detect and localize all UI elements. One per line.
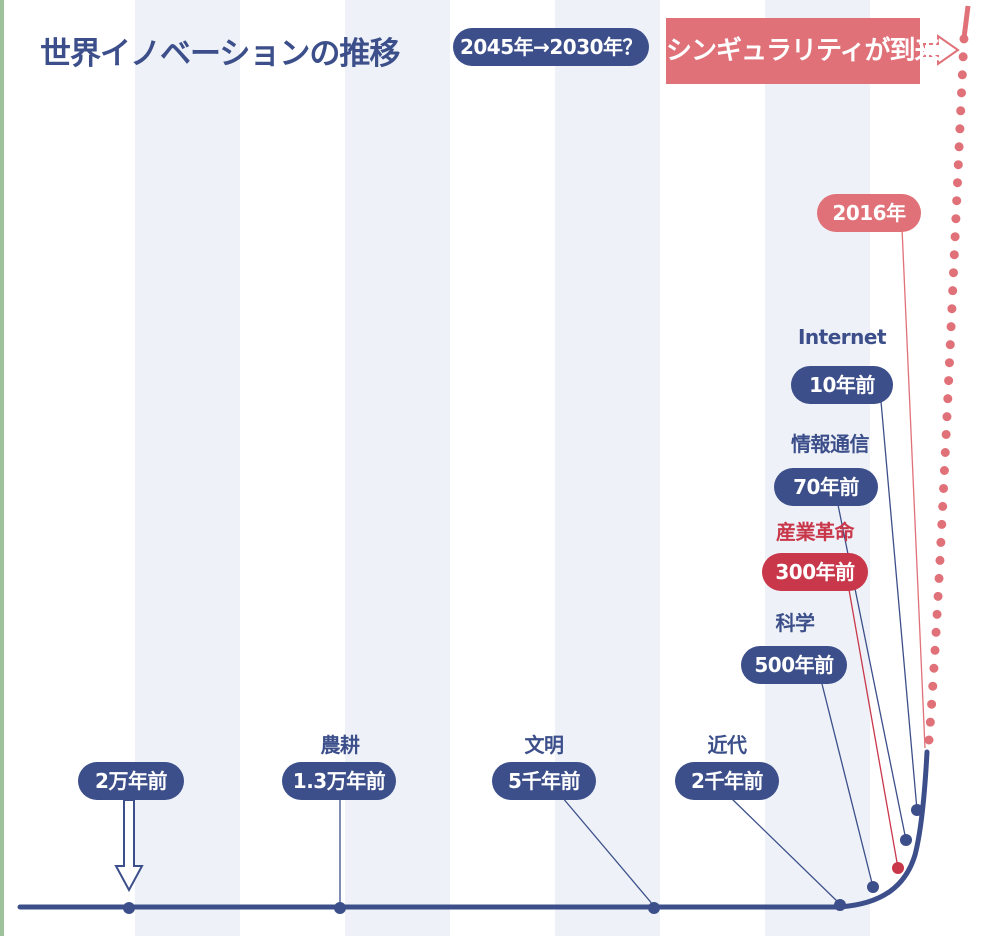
curve-dot <box>867 881 879 893</box>
connector-line <box>819 675 874 888</box>
milestone-badge: 5千年前 <box>492 762 596 800</box>
curve-dot <box>123 902 135 914</box>
milestone-label: 科学 <box>775 611 816 635</box>
milestone-badge: 300年前 <box>762 553 868 591</box>
down-arrow-icon <box>114 799 144 893</box>
curve-dot <box>834 899 846 911</box>
milestone-label: 近代 <box>707 733 748 757</box>
connector-line <box>729 796 841 905</box>
right-arrow-icon <box>923 34 960 66</box>
projection-top-line <box>961 5 971 39</box>
connector-line-red <box>847 583 899 869</box>
forecast-badge: 2045年→2030年？ <box>453 28 649 66</box>
connector-line-pink <box>901 227 926 749</box>
current-year-badge: 2016年 <box>817 194 921 232</box>
curve-dot <box>648 902 660 914</box>
milestone-badge: 1.3万年前 <box>282 762 396 800</box>
singularity-banner: シンギュラリティが到来 <box>666 18 940 84</box>
milestone-label: Internet <box>797 325 887 349</box>
milestone-badge: 500年前 <box>741 646 847 684</box>
milestone-label: 農耕 <box>320 733 361 757</box>
curve-dot-red <box>892 862 904 874</box>
milestone-label: 産業革命 <box>776 520 855 544</box>
milestone-badge: 10年前 <box>791 366 893 404</box>
curve-dot <box>900 834 912 846</box>
milestone-badge: 2万年前 <box>78 762 184 800</box>
milestone-label: 情報通信 <box>791 432 870 456</box>
milestone-label: 文明 <box>524 733 565 757</box>
milestone-badge: 70年前 <box>774 468 878 506</box>
curve-dot <box>911 804 923 816</box>
connector-line <box>834 489 907 841</box>
milestone-badge: 2千年前 <box>675 762 779 800</box>
left-border-line <box>0 0 4 936</box>
page-title: 世界イノベーションの推移 <box>40 36 400 72</box>
connector-line <box>561 796 655 907</box>
curve-dot <box>334 902 346 914</box>
connector-line <box>879 389 918 811</box>
growth-curve <box>17 749 930 910</box>
projection-dotted-curve <box>924 33 969 745</box>
